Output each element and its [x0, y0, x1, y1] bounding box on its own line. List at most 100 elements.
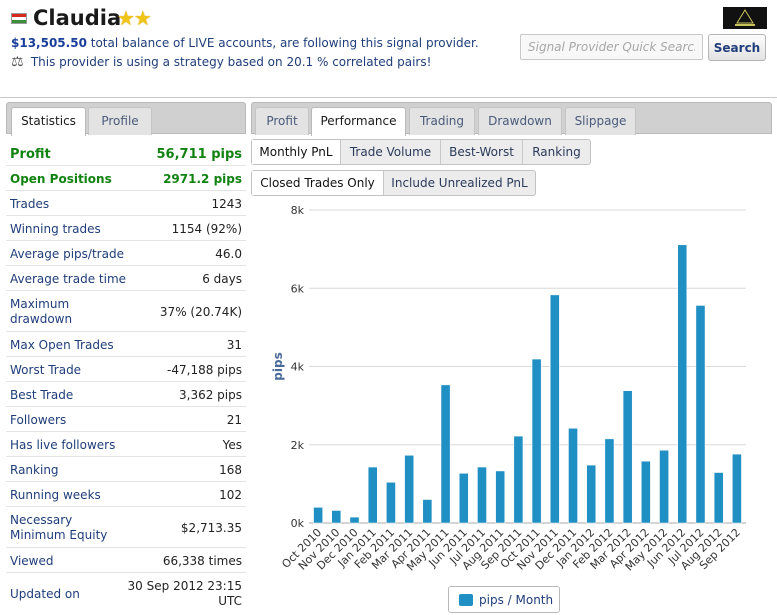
balance-line: $13,505.50 total balance of LIVE account… — [11, 36, 479, 50]
bar — [732, 453, 742, 524]
correlation-line: ⚖ This provider is using a strategy base… — [11, 54, 431, 70]
stat-label: Worst Trade — [10, 363, 82, 377]
stat-label: Ranking — [10, 463, 59, 477]
search-input[interactable] — [520, 34, 703, 60]
stat-label: Followers — [10, 413, 67, 427]
stat-row: Running weeks 102 — [6, 483, 246, 507]
tab-trading[interactable]: Trading — [409, 107, 475, 135]
stat-value: 3,362 pips — [179, 388, 242, 402]
flag-stripe-white — [12, 17, 26, 20]
monthly-pnl-chart: 0k 2k 4k 6k 8k pips Oct 2010 Nov 2010 Dec 2010 Ja… — [252, 198, 772, 615]
star-rating-icon: ★★ — [117, 6, 152, 30]
stat-row: Has live followers Yes — [6, 433, 246, 457]
bar — [404, 455, 414, 524]
stat-value: -47,188 pips — [167, 363, 242, 377]
stat-value: 46.0 — [215, 247, 242, 261]
bar — [622, 390, 633, 524]
stat-row: Trades 1243 — [6, 192, 246, 216]
bar — [422, 499, 433, 524]
bar — [586, 464, 597, 524]
y-tick-label: 0k — [291, 517, 305, 530]
flag-stripe-green — [12, 20, 26, 23]
stat-row: Best Trade 3,362 pips — [6, 383, 246, 407]
closed-trades-button[interactable]: Closed Trades Only — [252, 171, 384, 195]
stat-label: Average pips/trade — [10, 247, 124, 261]
stat-row: Worst Trade -47,188 pips — [6, 358, 246, 382]
trade-volume-button[interactable]: Trade Volume — [341, 140, 441, 164]
stat-label: Has live followers — [10, 438, 116, 452]
bar — [477, 466, 487, 524]
stat-value: 1154 (92%) — [171, 222, 242, 236]
bar — [313, 507, 323, 524]
bar — [568, 428, 578, 524]
tab-slippage[interactable]: Slippage — [565, 107, 636, 135]
ranking-button[interactable]: Ranking — [532, 145, 581, 159]
balance-text: total balance of LIVE accounts, are foll… — [86, 36, 479, 50]
balance-amount: $13,505.50 — [11, 36, 87, 50]
stat-row: Viewed 66,338 times — [6, 549, 246, 573]
legend-label: pips / Month — [479, 593, 554, 607]
y-axis-label: pips — [271, 352, 285, 380]
y-tick-label: 6k — [291, 282, 305, 295]
stat-label: Running weeks — [10, 488, 101, 502]
provider-name: Claudia — [33, 6, 122, 30]
stat-value: 37% (20.74K) — [159, 305, 242, 319]
stat-value: 30 Sep 2012 23:15 UTC — [127, 579, 242, 608]
bar — [531, 358, 542, 524]
logo-graphic — [723, 7, 767, 29]
stat-label: Winning trades — [10, 222, 101, 236]
stat-value: $2,713.35 — [180, 521, 242, 535]
stat-value: 168 — [219, 463, 242, 477]
flag-icon — [11, 13, 27, 24]
bar — [440, 384, 451, 524]
monthly-pnl-button[interactable]: Monthly PnL — [252, 140, 341, 164]
chart-legend[interactable]: pips / Month — [448, 586, 560, 613]
tab-profile[interactable]: Profile — [88, 107, 152, 135]
view-button-group: Monthly PnL Trade Volume Best-Worst Rank… — [251, 139, 591, 165]
stat-value: 6 days — [202, 272, 242, 286]
tab-drawdown[interactable]: Drawdown — [478, 107, 562, 135]
stat-row: Profit 56,711 pips — [6, 142, 246, 166]
stat-row: Ranking 168 — [6, 458, 246, 482]
stat-label: Open Positions — [10, 172, 112, 186]
left-tab-bar: Statistics Profile — [6, 102, 246, 136]
best-worst-button[interactable]: Best-Worst — [441, 140, 523, 164]
bar — [495, 470, 505, 524]
stat-row: Maximum drawdown 37% (20.74K) — [6, 292, 246, 332]
y-tick-label: 8k — [291, 204, 305, 217]
tab-statistics[interactable]: Statistics — [11, 107, 86, 136]
stat-label: Necessary Minimum Equity — [10, 513, 108, 542]
stat-label: Profit — [10, 147, 51, 162]
stat-row: Followers 21 — [6, 408, 246, 432]
stat-row: Winning trades 1154 (92%) — [6, 217, 246, 241]
y-tick-label: 4k — [291, 361, 305, 374]
bar — [367, 466, 378, 524]
y-tick-label: 2k — [291, 439, 305, 452]
stat-value: 56,711 pips — [156, 147, 243, 162]
bar — [458, 473, 469, 524]
balance-scale-icon: ⚖ — [11, 54, 24, 70]
stat-label: Viewed — [10, 554, 54, 568]
bar — [513, 435, 524, 524]
bar — [386, 482, 396, 524]
stat-label: Trades — [10, 197, 50, 211]
stat-value: 1243 — [211, 197, 242, 211]
bar — [349, 516, 360, 524]
include-unrealized-button[interactable]: Include Unrealized PnL — [391, 176, 528, 190]
bar — [713, 472, 724, 524]
correlation-text: This provider is using a strategy based … — [30, 55, 432, 69]
broker-logo[interactable] — [723, 7, 767, 29]
trade-filter-group: Closed Trades Only Include Unrealized Pn… — [251, 170, 536, 196]
provider-header: Claudia ★★ $13,505.50 total balance of L… — [0, 0, 777, 98]
stat-value: 31 — [226, 338, 242, 352]
stat-row: Max Open Trades 31 — [6, 333, 246, 357]
stat-row: Average pips/trade 46.0 — [6, 242, 246, 266]
tab-performance[interactable]: Performance — [311, 107, 406, 136]
bar — [550, 294, 560, 524]
stat-label: Updated on — [10, 587, 80, 601]
tab-profit[interactable]: Profit — [255, 107, 309, 135]
stat-row: Necessary Minimum Equity $2,713.35 — [6, 508, 246, 548]
stat-row: Updated on 30 Sep 2012 23:15 UTC — [6, 574, 246, 614]
stat-label: Average trade time — [10, 272, 127, 286]
search-button[interactable]: Search — [708, 34, 766, 61]
